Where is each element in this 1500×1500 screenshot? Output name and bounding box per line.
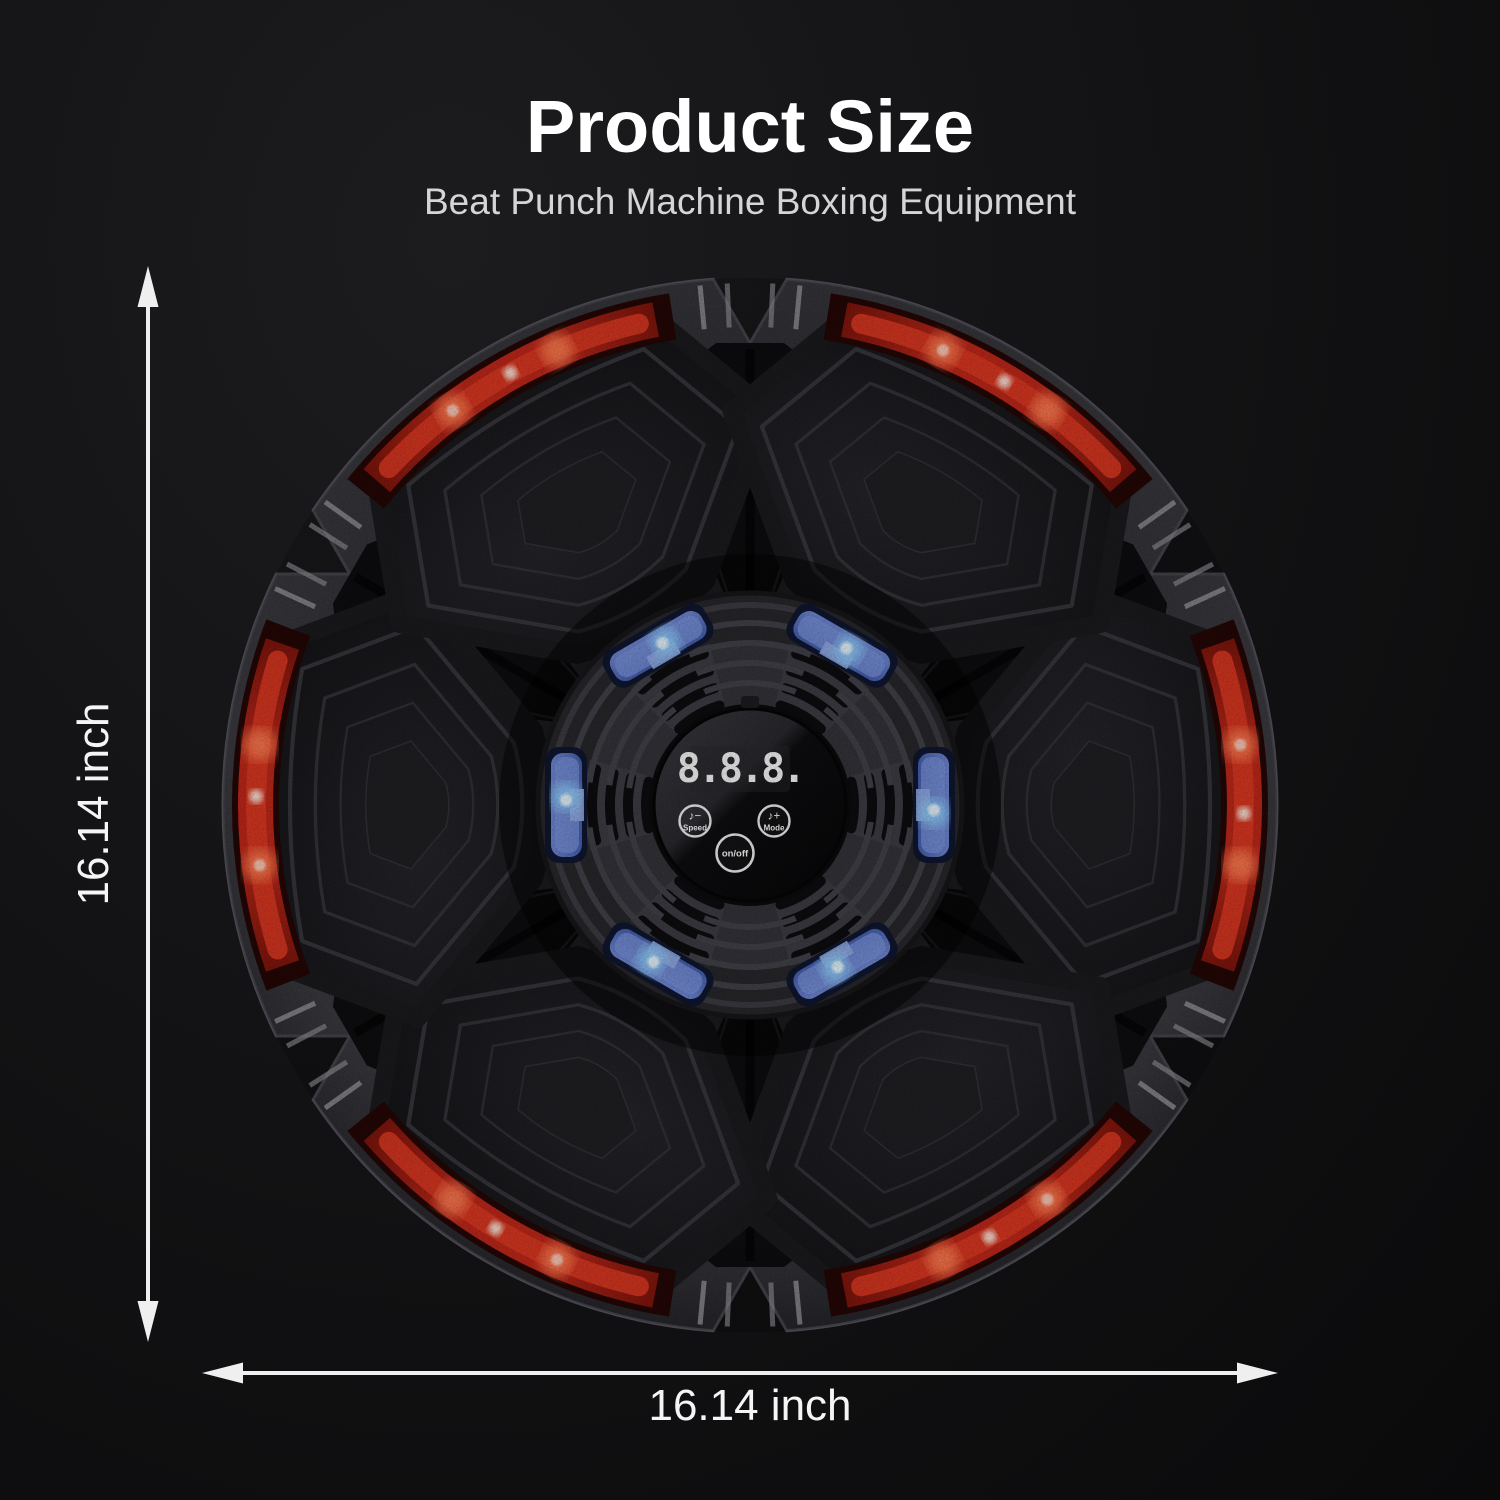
height-dimension-label: 16.14 inch bbox=[69, 702, 118, 905]
page-title: Product Size bbox=[526, 85, 974, 168]
width-dimension-label: 16.14 inch bbox=[648, 1381, 851, 1430]
surface-texture bbox=[223, 278, 1277, 1332]
arrow-up-icon bbox=[137, 266, 159, 307]
arrow-left-icon bbox=[202, 1362, 243, 1384]
width-dimension: 16.14 inch bbox=[202, 1362, 1278, 1430]
dimension-annotations: 16.14 inch 16.14 inch bbox=[69, 266, 1278, 1430]
arrow-down-icon bbox=[137, 1301, 159, 1342]
arrow-right-icon bbox=[1237, 1362, 1278, 1384]
page-subtitle: Beat Punch Machine Boxing Equipment bbox=[424, 181, 1077, 222]
height-dimension: 16.14 inch bbox=[69, 266, 159, 1342]
boxing-machine: 8.8.8. ♪− Speed ♪+ Mode on/off bbox=[221, 236, 1279, 1374]
header: Product Size Beat Punch Machine Boxing E… bbox=[424, 85, 1077, 222]
